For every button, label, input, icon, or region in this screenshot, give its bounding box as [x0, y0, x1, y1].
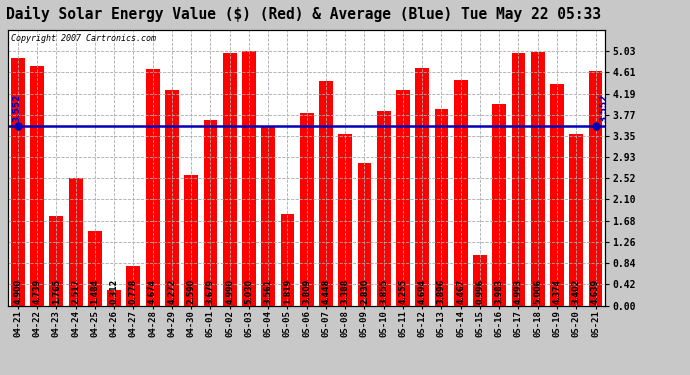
- Text: 0.312: 0.312: [110, 278, 119, 304]
- Text: 2.590: 2.590: [187, 278, 196, 304]
- Text: 1.765: 1.765: [52, 279, 61, 304]
- Bar: [50, 216, 63, 306]
- Bar: [454, 80, 468, 306]
- Bar: [223, 53, 237, 306]
- Text: 3.983: 3.983: [495, 278, 504, 304]
- Text: 3.679: 3.679: [206, 279, 215, 304]
- Bar: [242, 51, 256, 306]
- Text: 3.552: 3.552: [12, 94, 21, 122]
- Text: 3.561: 3.561: [264, 279, 273, 304]
- Text: 3.896: 3.896: [437, 278, 446, 304]
- Bar: [435, 109, 448, 306]
- Text: 1.484: 1.484: [90, 278, 99, 304]
- Bar: [415, 68, 429, 306]
- Bar: [69, 178, 83, 306]
- Text: 4.374: 4.374: [553, 279, 562, 304]
- Text: 5.030: 5.030: [244, 279, 253, 304]
- Text: 0.778: 0.778: [129, 278, 138, 304]
- Bar: [511, 53, 525, 306]
- Bar: [11, 58, 25, 306]
- Bar: [569, 134, 583, 306]
- Text: 4.674: 4.674: [148, 279, 157, 304]
- Text: 2.830: 2.830: [360, 278, 369, 304]
- Bar: [204, 120, 217, 306]
- Bar: [531, 53, 544, 306]
- Text: 3.855: 3.855: [380, 278, 388, 304]
- Text: 4.694: 4.694: [417, 279, 426, 304]
- Bar: [88, 231, 102, 306]
- Bar: [165, 90, 179, 306]
- Text: 4.993: 4.993: [514, 279, 523, 304]
- Bar: [589, 71, 602, 306]
- Bar: [299, 113, 314, 306]
- Text: 2.517: 2.517: [71, 278, 80, 304]
- Text: Copyright 2007 Cartronics.com: Copyright 2007 Cartronics.com: [11, 34, 156, 43]
- Text: 4.990: 4.990: [225, 279, 234, 304]
- Text: 3.552: 3.552: [600, 94, 609, 122]
- Bar: [357, 162, 371, 306]
- Text: 4.272: 4.272: [168, 278, 177, 304]
- Text: 4.739: 4.739: [32, 279, 41, 304]
- Bar: [396, 90, 410, 306]
- Text: 4.900: 4.900: [13, 279, 22, 304]
- Text: 4.639: 4.639: [591, 279, 600, 304]
- Bar: [492, 104, 506, 306]
- Text: 3.809: 3.809: [302, 278, 311, 304]
- Text: 4.255: 4.255: [398, 278, 408, 304]
- Text: 1.819: 1.819: [283, 278, 292, 304]
- Bar: [30, 66, 44, 306]
- Bar: [338, 134, 352, 306]
- Text: 5.006: 5.006: [533, 279, 542, 304]
- Bar: [550, 84, 564, 306]
- Text: 3.388: 3.388: [341, 278, 350, 304]
- Bar: [126, 266, 140, 306]
- Text: 4.448: 4.448: [322, 278, 331, 304]
- Bar: [377, 111, 391, 306]
- Bar: [473, 255, 487, 306]
- Text: 4.467: 4.467: [456, 279, 465, 304]
- Bar: [146, 69, 159, 306]
- Text: 3.402: 3.402: [572, 278, 581, 304]
- Text: Daily Solar Energy Value ($) (Red) & Average (Blue) Tue May 22 05:33: Daily Solar Energy Value ($) (Red) & Ave…: [6, 6, 601, 22]
- Bar: [319, 81, 333, 306]
- Bar: [262, 126, 275, 306]
- Bar: [107, 290, 121, 306]
- Bar: [281, 214, 295, 306]
- Text: 0.996: 0.996: [475, 279, 484, 304]
- Bar: [184, 175, 198, 306]
